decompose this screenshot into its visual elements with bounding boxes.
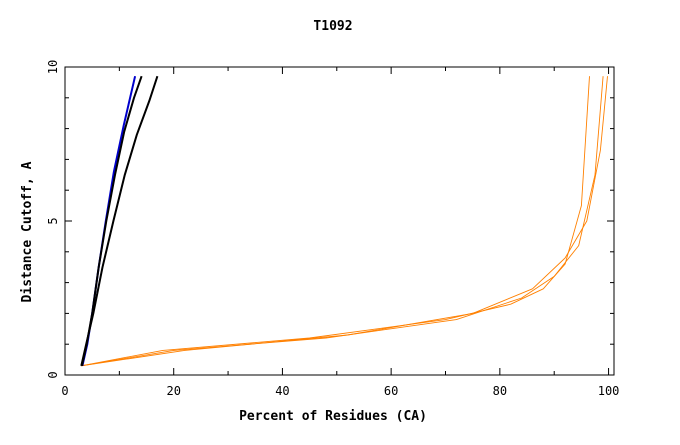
- x-axis-label: Percent of Residues (CA): [239, 409, 427, 424]
- y-tick-label-2: 10: [46, 60, 60, 74]
- axis-ticks: [64, 66, 614, 376]
- series-line-3: [81, 76, 590, 367]
- y-tick-label-0: 0: [46, 371, 60, 378]
- x-tick-label-4: 80: [493, 384, 507, 398]
- x-tick-label-3: 60: [384, 384, 398, 398]
- series-line-2: [80, 75, 143, 367]
- series-line-5: [81, 76, 608, 367]
- x-tick-label-2: 40: [275, 384, 289, 398]
- tick-labels: 0 20 40 60 80 100 0 5 10: [46, 60, 619, 398]
- x-tick-label-0: 0: [61, 384, 68, 398]
- y-axis-label: Distance Cutoff, A: [20, 161, 35, 302]
- series-lines: [80, 75, 608, 367]
- y-tick-label-1: 5: [46, 217, 60, 224]
- x-tick-label-5: 100: [598, 384, 620, 398]
- chart-title: T1092: [313, 19, 352, 34]
- series-line-4: [81, 76, 604, 367]
- plot-frame: [64, 66, 615, 376]
- x-tick-label-1: 20: [166, 384, 180, 398]
- series-line-1: [80, 75, 159, 367]
